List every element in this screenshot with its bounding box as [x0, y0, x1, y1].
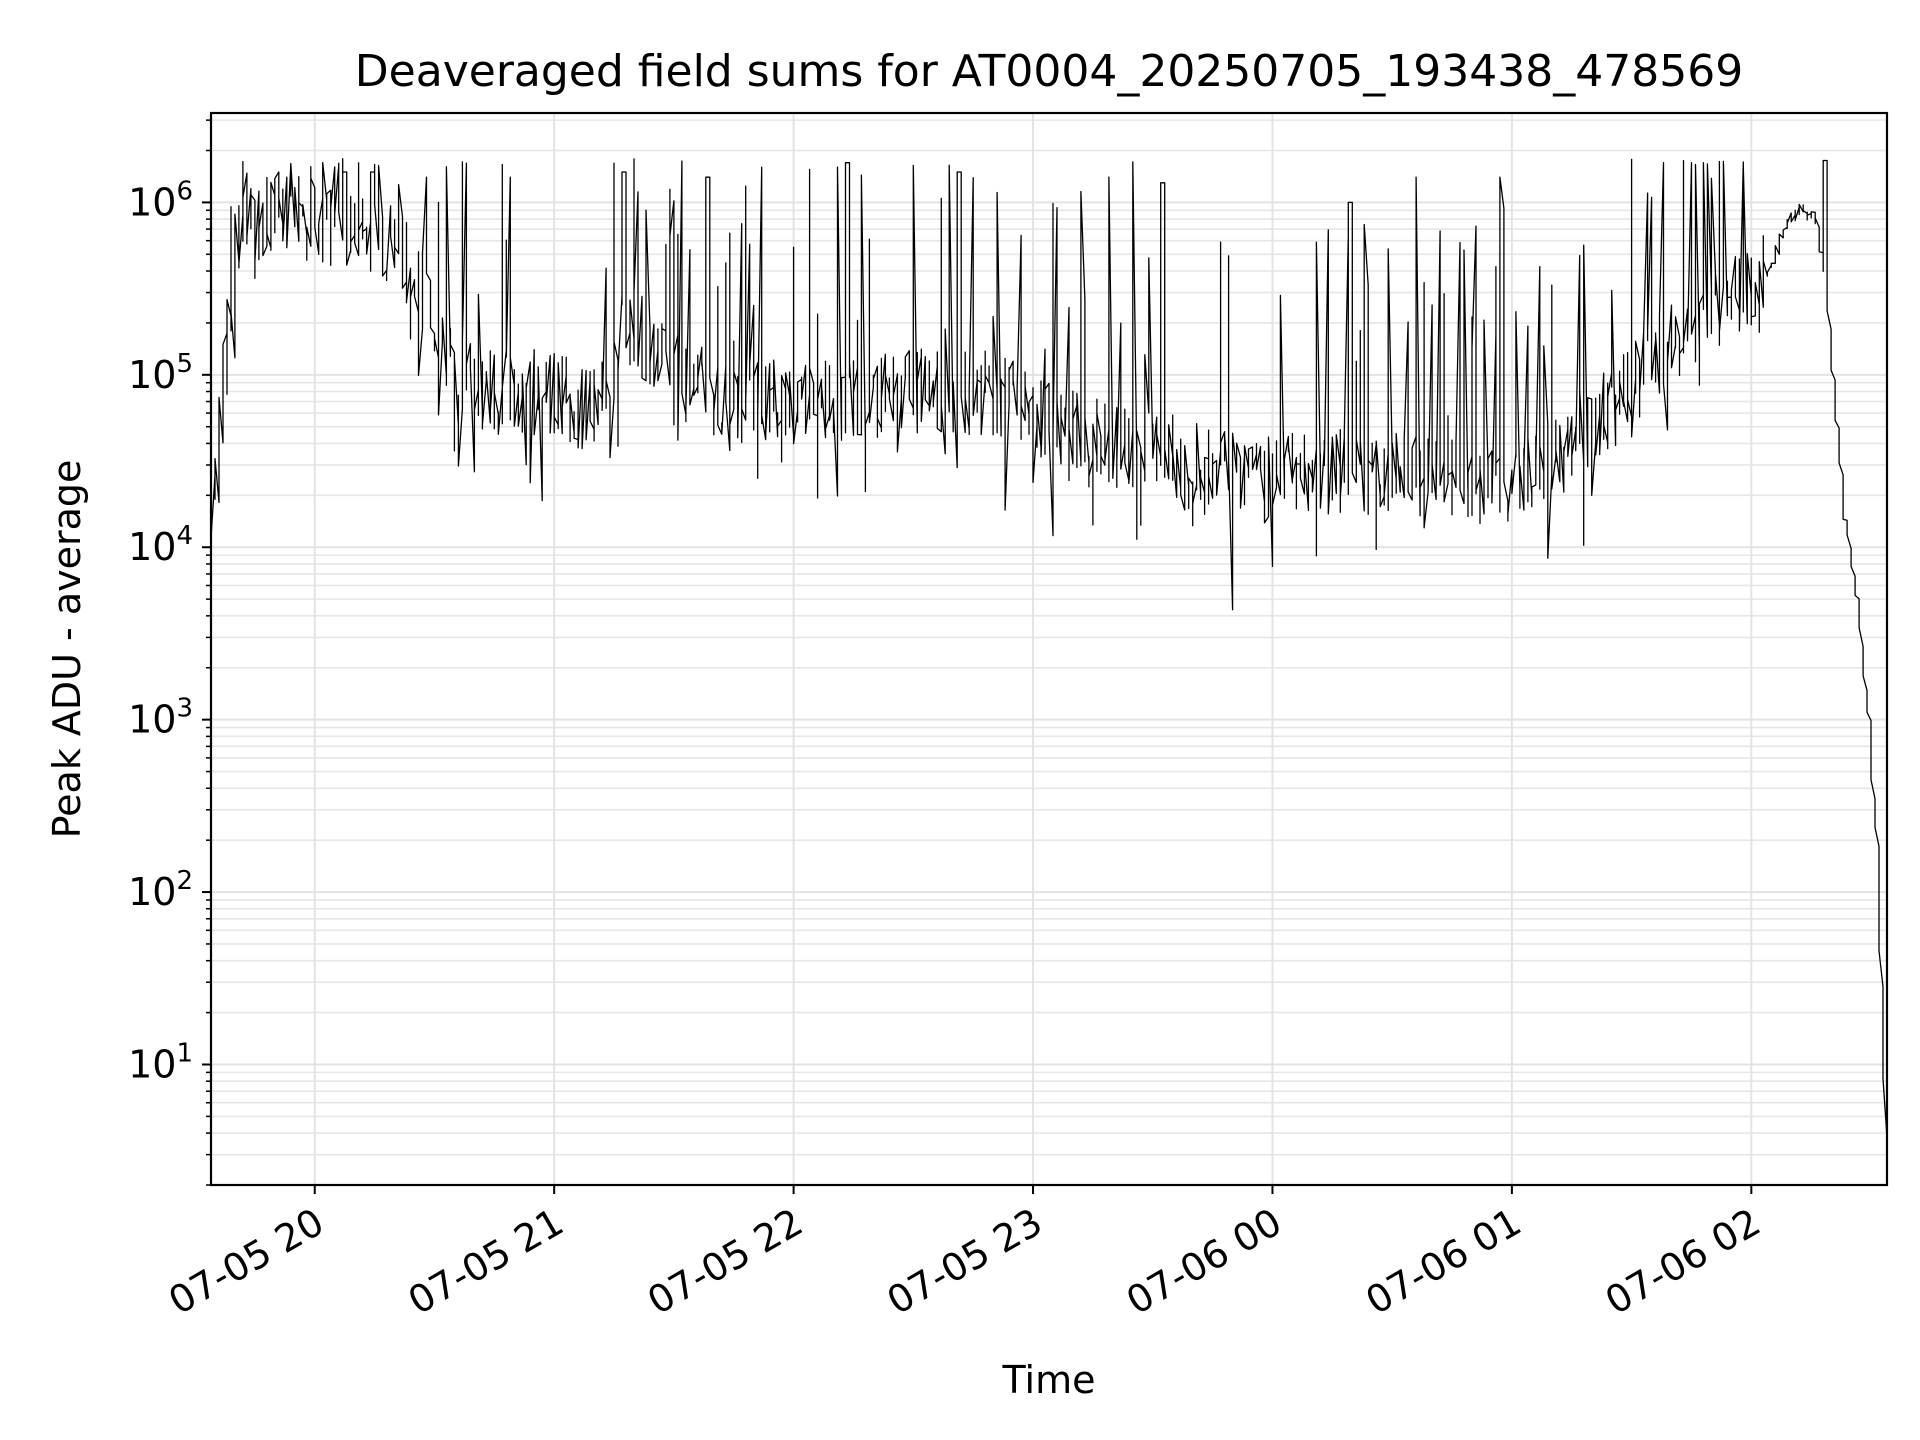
- chart-title: Deaveraged field sums for AT0004_2025070…: [355, 46, 1743, 97]
- x-tick-label: 07-05 20: [161, 1200, 331, 1324]
- x-axis-label: Time: [1002, 1358, 1096, 1402]
- x-tick-label: 07-06 02: [1598, 1200, 1768, 1324]
- x-tick-label: 07-06 00: [1119, 1200, 1289, 1324]
- y-axis-ticks: 101 102 103 104 105 106: [128, 119, 211, 1186]
- y-tick-label: 103: [128, 694, 193, 742]
- x-tick-label: 07-05 22: [640, 1200, 810, 1324]
- y-tick-label: 105: [128, 349, 193, 397]
- y-axis-label: Peak ADU - average: [45, 460, 89, 839]
- x-tick-label: 07-05 23: [880, 1200, 1050, 1324]
- x-axis-ticks: 07-05 20 07-05 21 07-05 22 07-05 23 07-06 00…: [161, 1185, 1768, 1323]
- series-line: [210, 158, 1888, 1138]
- x-tick-label: 07-06 01: [1358, 1200, 1528, 1324]
- plot-frame: [209, 111, 1889, 1187]
- y-tick-label: 102: [128, 866, 193, 914]
- y-tick-label: 104: [128, 521, 193, 569]
- series-layer: [210, 158, 1888, 1138]
- x-tick-label: 07-05 21: [401, 1200, 571, 1324]
- y-tick-label: 101: [128, 1038, 193, 1086]
- y-tick-label: 106: [128, 176, 193, 224]
